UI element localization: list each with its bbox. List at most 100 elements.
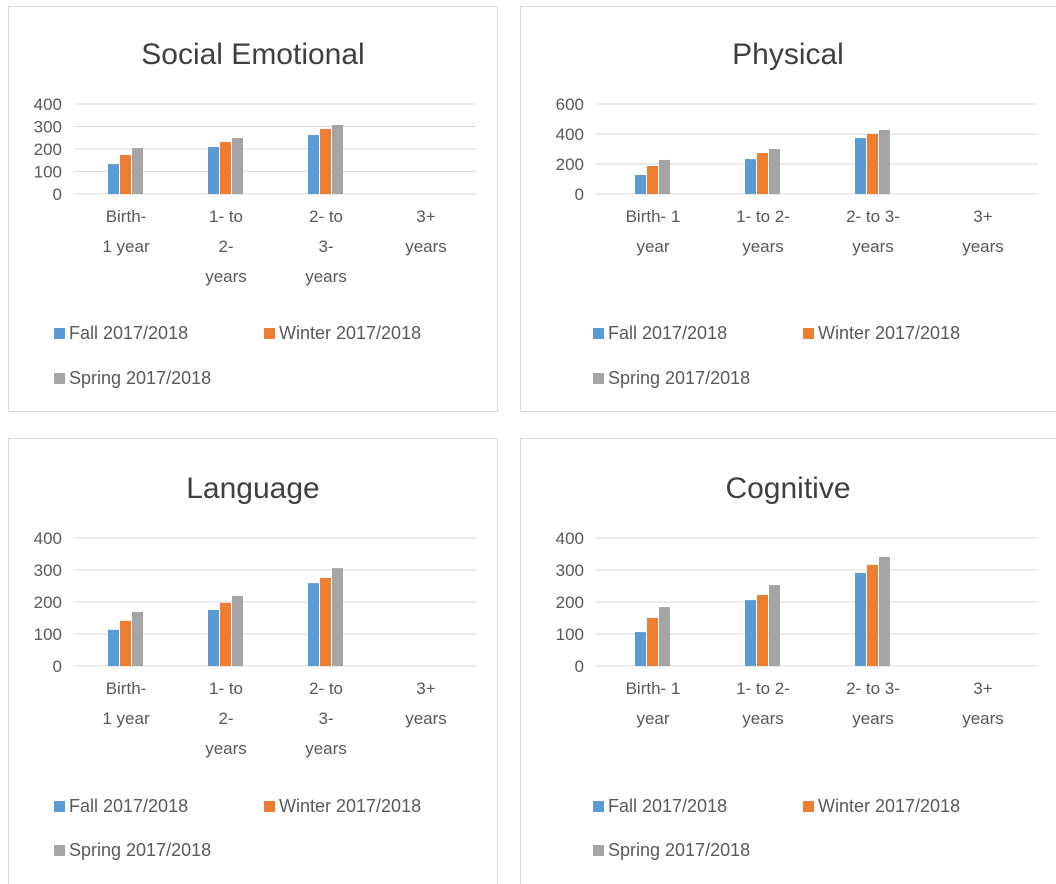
y-tick-label: 0 bbox=[575, 657, 584, 676]
bar bbox=[308, 135, 319, 194]
bar bbox=[647, 618, 658, 666]
bar bbox=[647, 165, 658, 194]
y-tick-label: 100 bbox=[34, 163, 62, 182]
legend-swatch bbox=[593, 328, 604, 339]
bar bbox=[659, 607, 670, 666]
legend-label: Spring 2017/2018 bbox=[69, 368, 211, 388]
panel-border bbox=[8, 438, 498, 884]
legend-label: Winter 2017/2018 bbox=[818, 796, 960, 816]
bar bbox=[208, 610, 219, 666]
bar bbox=[208, 146, 219, 194]
bar bbox=[659, 159, 670, 194]
legend-label: Winter 2017/2018 bbox=[279, 796, 421, 816]
bar bbox=[867, 134, 878, 194]
bar bbox=[745, 600, 756, 666]
legend-swatch bbox=[803, 801, 814, 812]
chart-title: Cognitive bbox=[725, 472, 850, 505]
legend-swatch bbox=[264, 328, 275, 339]
y-tick-label: 0 bbox=[575, 185, 584, 204]
y-tick-label: 300 bbox=[34, 118, 62, 137]
bar bbox=[745, 159, 756, 194]
x-tick-label: 2- to 3-years bbox=[846, 679, 900, 728]
bar bbox=[220, 142, 231, 194]
legend-label: Winter 2017/2018 bbox=[279, 323, 421, 343]
y-tick-label: 400 bbox=[34, 95, 62, 114]
y-tick-label: 200 bbox=[34, 140, 62, 159]
x-tick-label: 2- to 3-years bbox=[305, 679, 347, 758]
bar bbox=[867, 564, 878, 666]
bar bbox=[855, 138, 866, 194]
bar bbox=[308, 583, 319, 666]
chart: Language 0 100 200 300 400 Birth-1 year 1- to 2-… bbox=[34, 472, 476, 860]
x-tick-label: Birth- 1 year bbox=[626, 679, 681, 728]
legend-label: Fall 2017/2018 bbox=[69, 323, 188, 343]
bar bbox=[232, 137, 243, 194]
x-tick-label: 1- to 2-years bbox=[736, 679, 790, 728]
legend-label: Winter 2017/2018 bbox=[818, 323, 960, 343]
y-tick-label: 100 bbox=[556, 625, 584, 644]
bar bbox=[879, 129, 890, 194]
legend-swatch bbox=[593, 801, 604, 812]
legend-label: Spring 2017/2018 bbox=[608, 368, 750, 388]
bar bbox=[769, 149, 780, 194]
y-tick-label: 400 bbox=[34, 529, 62, 548]
x-tick-label: Birth-1 year bbox=[102, 679, 150, 728]
x-tick-label: Birth-1 year bbox=[102, 207, 150, 256]
legend-label: Fall 2017/2018 bbox=[608, 796, 727, 816]
bar bbox=[332, 568, 343, 666]
x-tick-label: Birth- 1 year bbox=[626, 207, 681, 256]
bar bbox=[320, 578, 331, 666]
bar bbox=[757, 153, 768, 194]
bar bbox=[120, 620, 131, 666]
legend-swatch bbox=[803, 328, 814, 339]
y-tick-label: 100 bbox=[34, 625, 62, 644]
y-tick-label: 400 bbox=[556, 125, 584, 144]
bar bbox=[132, 611, 143, 666]
bar bbox=[855, 572, 866, 666]
legend-label: Fall 2017/2018 bbox=[69, 796, 188, 816]
bar bbox=[320, 128, 331, 194]
bar bbox=[879, 556, 890, 666]
bar bbox=[635, 174, 646, 194]
bar bbox=[332, 124, 343, 194]
legend-label: Fall 2017/2018 bbox=[608, 323, 727, 343]
legend-swatch bbox=[264, 801, 275, 812]
chart: Physical 0 200 400 600 Birth- 1 year 1- to 2-ye… bbox=[556, 38, 1038, 388]
x-tick-label: 3+ years bbox=[962, 207, 1004, 256]
y-tick-label: 0 bbox=[53, 657, 62, 676]
panel-border bbox=[520, 6, 1056, 412]
legend-swatch bbox=[54, 373, 65, 384]
x-tick-label: 1- to 2-years bbox=[205, 679, 247, 758]
bar bbox=[769, 585, 780, 666]
x-tick-label: 2- to 3-years bbox=[846, 207, 900, 256]
x-tick-label: 3+ years bbox=[405, 207, 447, 256]
bar bbox=[132, 148, 143, 194]
chart-title: Physical bbox=[732, 38, 844, 71]
bar bbox=[232, 595, 243, 666]
chart-title: Social Emotional bbox=[141, 38, 364, 71]
panel-border bbox=[8, 6, 498, 412]
legend-swatch bbox=[593, 845, 604, 856]
x-tick-label: 1- to 2-years bbox=[205, 207, 247, 286]
bar bbox=[635, 632, 646, 666]
y-tick-label: 200 bbox=[34, 593, 62, 612]
x-tick-label: 3+ years bbox=[405, 679, 447, 728]
y-tick-label: 300 bbox=[556, 561, 584, 580]
legend-label: Spring 2017/2018 bbox=[608, 840, 750, 860]
bar bbox=[108, 629, 119, 666]
legend-swatch bbox=[593, 373, 604, 384]
legend-swatch bbox=[54, 328, 65, 339]
bar bbox=[757, 594, 768, 666]
chart: Social Emotional 0 100 200 300 400 Birth-1 yea… bbox=[34, 38, 476, 388]
y-tick-label: 0 bbox=[53, 185, 62, 204]
chart-title: Language bbox=[186, 472, 319, 505]
y-tick-label: 400 bbox=[556, 529, 584, 548]
legend-label: Spring 2017/2018 bbox=[69, 840, 211, 860]
legend-swatch bbox=[54, 845, 65, 856]
y-tick-label: 300 bbox=[34, 561, 62, 580]
bar bbox=[108, 164, 119, 194]
x-tick-label: 1- to 2-years bbox=[736, 207, 790, 256]
x-tick-label: 3+ years bbox=[962, 679, 1004, 728]
